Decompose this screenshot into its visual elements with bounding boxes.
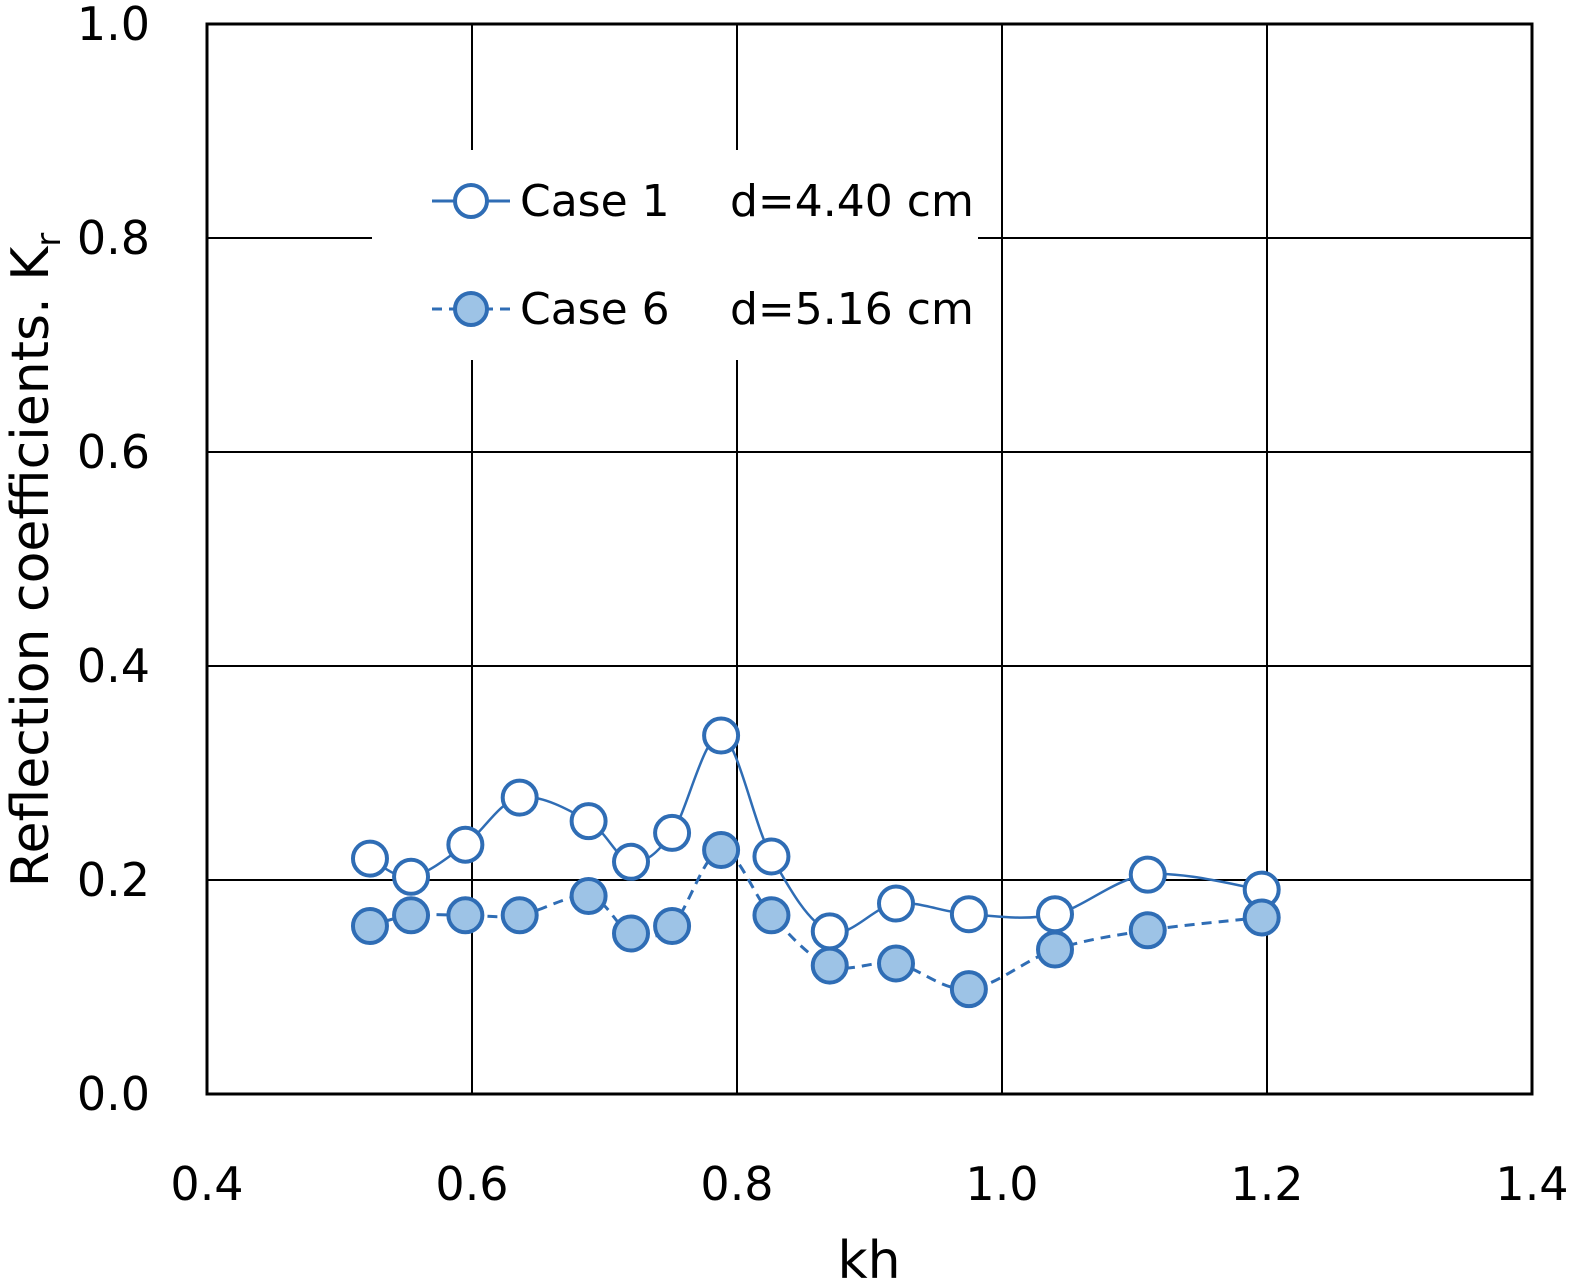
data-point-series-1: [1036, 895, 1074, 934]
data-point-series-1: [949, 895, 988, 934]
data-point-series-2: [1128, 911, 1167, 950]
data-point-series-1: [810, 912, 849, 951]
data-point-series-1: [446, 825, 485, 864]
legend-marker-case6: [453, 291, 489, 327]
data-point-series-1: [1128, 855, 1167, 894]
data-point-series-2: [392, 896, 431, 935]
y-axis-title: Reflection coefficients. Kr: [1, 233, 69, 888]
data-point-series-2: [1036, 930, 1074, 969]
y-tick-label: 1.0: [77, 0, 150, 51]
data-point-series-1: [877, 884, 915, 923]
data-point-series-2: [877, 944, 915, 983]
data-point-series-2: [1242, 898, 1281, 937]
data-point-series-1: [653, 813, 692, 852]
data-point-series-2: [569, 877, 608, 916]
legend-label-case1: Case 1: [520, 176, 670, 227]
legend-note-case6: d=5.16 cm: [730, 284, 974, 335]
y-tick-label: 0.4: [77, 639, 150, 693]
x-tick-label: 1.0: [965, 1157, 1038, 1211]
x-tick-label: 1.2: [1230, 1157, 1303, 1211]
data-point-series-2: [612, 914, 650, 953]
data-point-series-2: [810, 946, 849, 985]
data-point-series-2: [350, 907, 389, 946]
plot-frame: [205, 22, 1534, 1096]
data-point-series-2: [446, 896, 485, 935]
x-tick-label: 1.4: [1495, 1157, 1568, 1211]
y-tick-label: 0.0: [77, 1067, 150, 1121]
x-axis-title: kh: [837, 1231, 900, 1288]
data-point-series-2: [949, 970, 988, 1009]
x-tick-label: 0.6: [435, 1157, 508, 1211]
data-point-series-1: [702, 716, 741, 755]
data-point-series-1: [392, 857, 431, 896]
y-axis-title-subscript: r: [29, 233, 69, 247]
x-tick-label: 0.8: [700, 1157, 773, 1211]
legend: Case 1 d=4.40 cm Case 6 d=5.16 cm: [372, 150, 978, 360]
tick-labels: 0.4 0.6 0.8 1.0 1.2 1.4 0.0 0.2 0.4 0.6 0.8 1.0: [77, 0, 1569, 1211]
data-point-series-2: [653, 907, 692, 946]
y-tick-label: 0.6: [77, 425, 150, 479]
y-tick-label: 0.2: [77, 853, 150, 907]
legend-note-case1: d=4.40 cm: [730, 176, 974, 227]
data-point-series-2: [500, 896, 539, 935]
legend-label-case6: Case 6: [520, 284, 670, 335]
legend-marker-case1: [453, 183, 489, 219]
data-point-series-1: [569, 802, 608, 841]
data-point-series-1: [350, 839, 389, 878]
data-point-series-1: [752, 837, 791, 876]
data-point-series-2: [752, 896, 791, 935]
data-series: [350, 716, 1281, 1009]
data-point-series-2: [702, 831, 741, 870]
data-point-series-1: [612, 842, 650, 881]
series-line-1: [369, 734, 1262, 934]
y-axis-title-main: Reflection coefficients. K: [1, 245, 61, 887]
y-tick-label: 0.8: [77, 211, 150, 265]
x-tick-label: 0.4: [170, 1157, 243, 1211]
data-point-series-1: [500, 778, 539, 817]
